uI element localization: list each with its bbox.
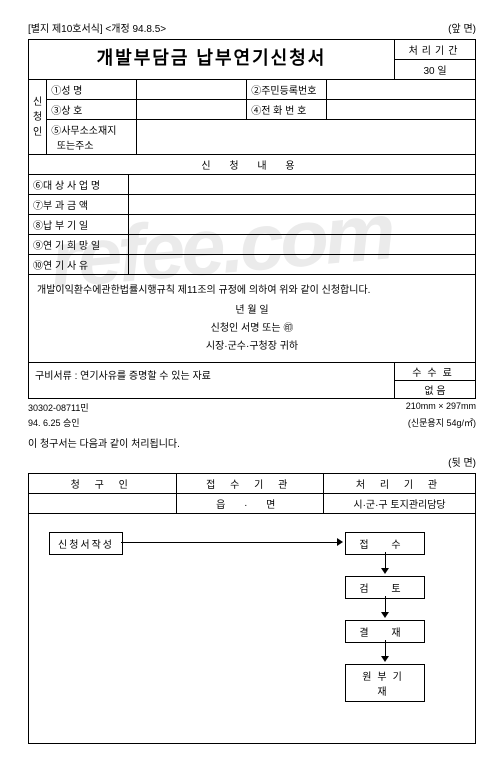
flow-h1: 청 구 인 [29, 474, 177, 494]
label-project: ⑥대 상 사 업 명 [29, 175, 129, 195]
box-application: 신청서작성 [49, 532, 123, 555]
back-label: (뒷 면) [28, 454, 476, 469]
field-phone[interactable] [327, 100, 476, 120]
field-amount[interactable] [129, 195, 476, 215]
field-deferdate[interactable] [129, 235, 476, 255]
statement-block: 개발이익환수에관한법률시행규칙 제11조의 규정에 의하여 위와 같이 신청합니… [28, 275, 476, 363]
label-phone: ④전 화 번 호 [247, 100, 327, 120]
statement-text: 개발이익환수에관한법률시행규칙 제11조의 규정에 의하여 위와 같이 신청합니… [37, 281, 467, 296]
period-value: 30 일 [395, 60, 475, 79]
header-right: (앞 면) [448, 20, 476, 35]
form-title: 개발부담금 납부연기신청서 [29, 40, 395, 79]
box-register: 원부기 재 [345, 664, 425, 702]
label-amount: ⑦부 과 금 액 [29, 195, 129, 215]
field-project[interactable] [129, 175, 476, 195]
arrow-down-icon [381, 612, 389, 618]
fee-label: 수수료 [395, 363, 475, 381]
label-duedate: ⑧납 부 기 일 [29, 215, 129, 235]
title-row: 개발부담금 납부연기신청서 처리기간 30 일 [28, 39, 476, 80]
statement-signer: 신청인 서명 또는 ㊞ [37, 320, 467, 338]
label-reason: ⑩연 기 사 유 [29, 255, 129, 275]
header-line: [별지 제10호서식] <개정 94.8.5> (앞 면) [28, 20, 476, 35]
flow-s2: 읍 · 면 [176, 494, 324, 514]
flow-table: 청 구 인 접 수 기 관 처 리 기 관 읍 · 면 시·군·구 토지관리담당… [28, 473, 476, 744]
arrow-down-icon [381, 656, 389, 662]
label-company: ③상 호 [47, 100, 137, 120]
field-rrn[interactable] [327, 80, 476, 100]
meta-row-1: 30302-08711민 210mm × 297mm [28, 401, 476, 414]
content-table: 신 청 내 용 [28, 155, 476, 175]
flow-s3: 시·군·구 토지관리담당 [324, 494, 476, 514]
meta-l1: 30302-08711민 [28, 401, 89, 414]
connector-h [121, 542, 339, 543]
applicant-table: 신 청 인 ①성 명 ②주민등록번호 ③상 호 ④전 화 번 호 ⑤사무소소재지… [28, 80, 476, 155]
label-address: ⑤사무소소재지 또는주소 [47, 120, 137, 155]
processing-note: 이 청구서는 다음과 같이 처리됩니다. [28, 435, 476, 450]
flow-h2: 접 수 기 관 [176, 474, 324, 494]
label-deferdate: ⑨연 기 희 망 일 [29, 235, 129, 255]
applicant-vlabel: 신 청 인 [29, 80, 47, 155]
details-table: ⑥대 상 사 업 명 ⑦부 과 금 액 ⑧납 부 기 일 ⑨연 기 희 망 일 … [28, 175, 476, 275]
meta-r1: 210mm × 297mm [406, 401, 476, 414]
field-reason[interactable] [129, 255, 476, 275]
meta-row-2: 94. 6.25 승인 (신문용지 54g/㎡) [28, 416, 476, 429]
statement-date: 년 월 일 [37, 302, 467, 320]
section-title: 신 청 내 용 [29, 155, 476, 175]
attachment-text: 구비서류 : 연기사유를 증명할 수 있는 자료 [29, 363, 395, 398]
field-company[interactable] [137, 100, 247, 120]
period-label: 처리기간 [395, 40, 475, 60]
meta-l2: 94. 6.25 승인 [28, 416, 80, 429]
flow-diagram: 신청서작성 접 수 검 토 결 재 원부기 재 [29, 514, 476, 744]
statement-addressee: 시장·군수·구청장 귀하 [37, 338, 467, 356]
header-left: [별지 제10호서식] <개정 94.8.5> [28, 20, 166, 35]
attachment-row: 구비서류 : 연기사유를 증명할 수 있는 자료 수수료 없 음 [28, 363, 476, 399]
arrow-right-icon [337, 538, 343, 546]
fee-value: 없 음 [395, 381, 475, 398]
meta-r2: (신문용지 54g/㎡) [408, 416, 476, 429]
flow-h3: 처 리 기 관 [324, 474, 476, 494]
label-rrn: ②주민등록번호 [247, 80, 327, 100]
field-duedate[interactable] [129, 215, 476, 235]
label-name: ①성 명 [47, 80, 137, 100]
field-address[interactable] [137, 120, 476, 155]
arrow-down-icon [381, 568, 389, 574]
field-name[interactable] [137, 80, 247, 100]
